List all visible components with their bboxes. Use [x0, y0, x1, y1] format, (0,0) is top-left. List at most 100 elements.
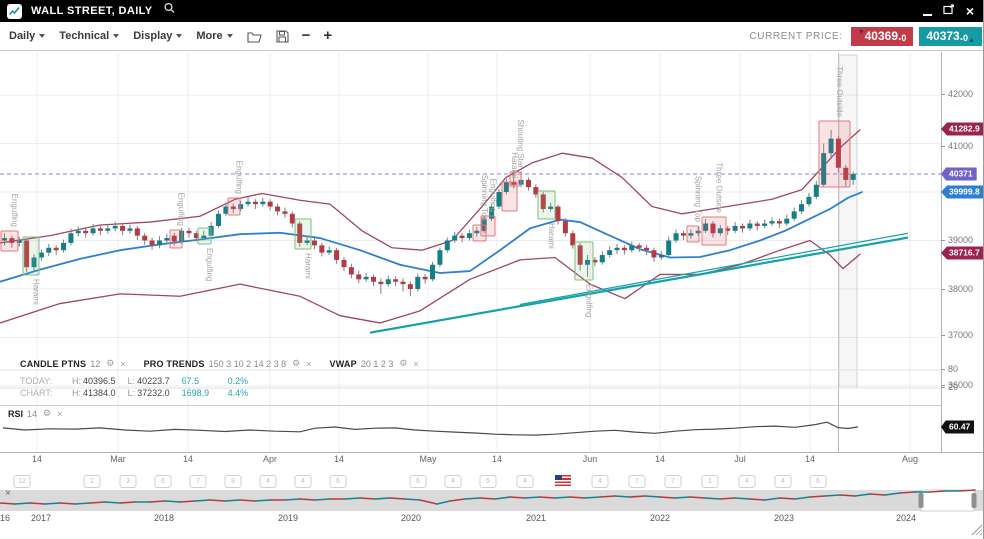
range-navigator[interactable] — [0, 488, 984, 514]
candle — [614, 247, 620, 251]
gear-icon[interactable]: ⚙ — [399, 358, 408, 368]
calendar-event-badge[interactable]: 4 — [774, 475, 792, 488]
candle — [843, 167, 849, 180]
minimize-icon[interactable] — [922, 6, 932, 16]
candle — [776, 221, 782, 224]
candle — [680, 233, 686, 236]
candle — [341, 259, 347, 268]
calendar-event-badge[interactable]: 6 — [409, 475, 427, 488]
candle — [762, 223, 768, 226]
navigator-close-icon[interactable]: × — [5, 488, 11, 499]
candle — [452, 235, 458, 241]
pattern-box — [197, 227, 212, 245]
candle — [275, 206, 281, 212]
navigator-selection[interactable] — [920, 489, 975, 512]
us-flag-icon[interactable] — [555, 475, 571, 486]
calendar-event-badge[interactable]: 2 — [83, 475, 101, 488]
candle — [407, 284, 413, 289]
candle — [732, 225, 738, 231]
calendar-event-badge[interactable]: 7 — [664, 475, 682, 488]
gear-icon[interactable]: ⚙ — [292, 358, 301, 368]
pattern-label: Spinning Top — [480, 175, 489, 222]
year-label: 16 — [0, 513, 11, 523]
today-row: TODAY: H: 40396.5 L: 40223.7 67.5 0.2% — [20, 376, 249, 386]
calendar-event-badge[interactable]: 6 — [329, 475, 347, 488]
candle — [791, 211, 797, 219]
candle — [319, 245, 325, 253]
candle — [334, 250, 340, 260]
calendar-event-badge[interactable]: 4 — [516, 475, 534, 488]
main-chart[interactable]: Engulfing Harami Engulfing Engulfing Engulfi… — [0, 52, 941, 454]
pattern-label: Shooting Star — [516, 120, 525, 169]
menu-technical[interactable]: Technical — [59, 30, 120, 42]
save-icon[interactable] — [276, 29, 289, 43]
calendar-event-badge[interactable]: 6 — [154, 475, 172, 488]
calendar-event-badge[interactable]: 3 — [119, 475, 137, 488]
calendar-event-badge[interactable]: 12 — [13, 475, 31, 488]
candle — [754, 223, 760, 226]
calendar-event-badge[interactable]: 4 — [259, 475, 277, 488]
calendar-event-badge[interactable]: 4 — [738, 475, 756, 488]
remove-indicator-icon[interactable]: × — [120, 358, 126, 369]
navigator-handle-right[interactable] — [971, 493, 977, 508]
gear-icon[interactable]: ⚙ — [43, 408, 52, 418]
candle — [562, 221, 568, 234]
candle — [46, 247, 52, 253]
candle — [363, 276, 369, 280]
calendar-event-badge[interactable]: 6 — [809, 475, 827, 488]
close-icon[interactable]: × — [965, 3, 974, 19]
navigator-handle-left[interactable] — [918, 493, 924, 508]
candle — [489, 206, 495, 219]
candle — [326, 250, 332, 253]
pattern-label: Engulfing — [235, 161, 244, 194]
buy-price-button[interactable]: 40373. 0 ▲ — [919, 26, 982, 46]
candle — [68, 233, 74, 243]
menu-daily[interactable]: Daily — [9, 30, 46, 42]
open-folder-icon[interactable] — [247, 30, 262, 43]
candle — [16, 240, 22, 243]
popout-icon[interactable] — [943, 2, 955, 20]
time-axis-border — [0, 452, 983, 453]
candle — [230, 206, 236, 209]
time-tick-label: Jun — [582, 454, 598, 464]
legend-candle-ptns: CANDLE PTNS 12 ⚙ × — [20, 358, 126, 369]
pattern-box — [686, 225, 700, 243]
menu-display[interactable]: Display — [133, 30, 183, 42]
pattern-label: Harami — [304, 253, 313, 279]
calendar-event-badge[interactable]: 4 — [444, 475, 462, 488]
zoom-out-button[interactable]: − — [301, 27, 311, 44]
gear-icon[interactable]: ⚙ — [106, 358, 115, 368]
zoom-in-button[interactable]: + — [323, 27, 333, 44]
sell-price-button[interactable]: ▼ 40369. 0 — [850, 26, 914, 46]
pattern-box — [537, 190, 556, 220]
pattern-box — [701, 216, 727, 246]
remove-indicator-icon[interactable]: × — [413, 358, 419, 369]
candle — [769, 221, 775, 224]
calendar-event-badge[interactable]: 7 — [189, 475, 207, 488]
pattern-box — [472, 224, 487, 242]
candle — [134, 228, 140, 236]
menu-more[interactable]: More — [196, 30, 233, 42]
calendar-event-badge[interactable]: 4 — [591, 475, 609, 488]
candle — [53, 247, 59, 251]
resize-handle-icon[interactable] — [971, 524, 982, 535]
remove-indicator-icon[interactable]: × — [306, 358, 312, 369]
search-icon[interactable] — [163, 2, 176, 20]
candle — [415, 276, 421, 289]
calendar-event-badge[interactable]: 1 — [701, 475, 719, 488]
candle — [540, 194, 546, 209]
remove-indicator-icon[interactable]: × — [57, 408, 63, 419]
candle — [356, 274, 362, 280]
candle — [850, 174, 856, 180]
candle — [835, 138, 841, 168]
candle — [621, 247, 627, 251]
candle — [577, 245, 583, 265]
candle — [267, 201, 273, 207]
calendar-event-badge[interactable]: 7 — [628, 475, 646, 488]
calendar-event-badge[interactable]: 3 — [224, 475, 242, 488]
calendar-event-badge[interactable]: 5 — [479, 475, 497, 488]
candle — [156, 240, 162, 246]
calendar-event-badge[interactable]: 4 — [294, 475, 312, 488]
candle — [607, 250, 613, 256]
candle — [695, 230, 701, 234]
